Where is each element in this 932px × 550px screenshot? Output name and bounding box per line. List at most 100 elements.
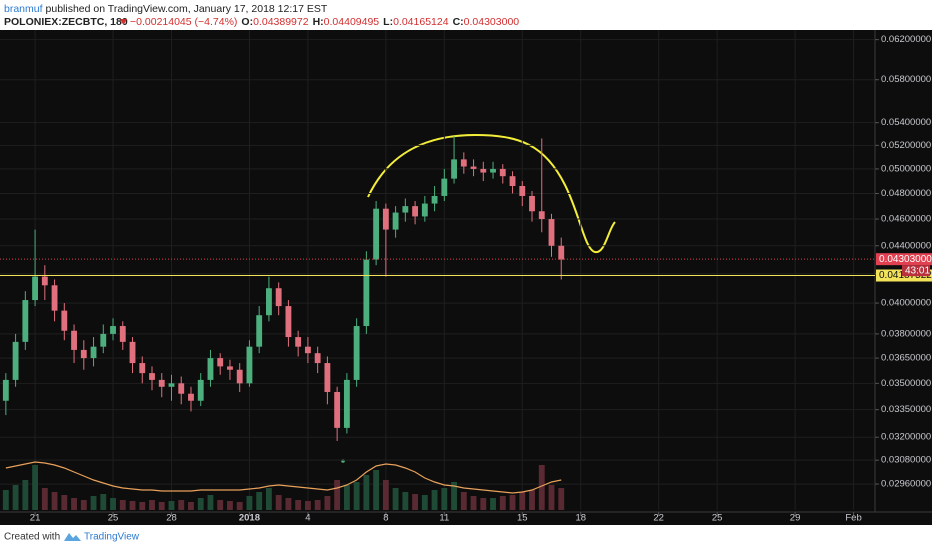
- volume-ma-line: [5, 461, 562, 494]
- candle-body: [363, 259, 370, 327]
- volume-bar: [519, 492, 526, 510]
- candle-body: [412, 206, 419, 217]
- volume-bar: [32, 465, 39, 510]
- x-tick-label: 18: [575, 513, 586, 524]
- volume-bar: [51, 492, 58, 510]
- volume-bar: [256, 492, 263, 510]
- volume-bar: [334, 480, 341, 510]
- volume-bar: [246, 496, 253, 510]
- candle-body: [519, 185, 526, 196]
- candle-body: [2, 379, 9, 401]
- footer-created: Created with: [4, 532, 60, 543]
- ohlc-value: 0.04409495: [324, 16, 380, 28]
- candle-body: [217, 358, 224, 367]
- footer-bar: [0, 525, 932, 550]
- volume-bar: [431, 490, 438, 510]
- candle-body: [158, 379, 165, 387]
- x-tick-label: 8: [383, 513, 388, 524]
- price-label-box: [876, 253, 932, 266]
- candle-body: [41, 276, 48, 286]
- candle-body: [256, 315, 263, 347]
- volume-bar: [295, 500, 302, 510]
- y-tick-label: 0.05000000: [881, 163, 931, 174]
- volume-bar: [158, 502, 165, 510]
- y-tick-label: 0.03650000: [881, 353, 931, 364]
- y-tick-label: 0.04800000: [881, 188, 931, 199]
- volume-bar: [119, 500, 126, 510]
- candle-body: [61, 310, 68, 331]
- tradingview-logo: [64, 533, 81, 541]
- candle-body: [71, 330, 77, 350]
- volume-bar: [197, 498, 204, 510]
- candle-body: [168, 383, 175, 387]
- candle-body: [324, 363, 331, 392]
- volume-bar: [188, 502, 194, 510]
- symbol: POLONIEX:ZECBTC, 180: [4, 16, 128, 28]
- volume-bar: [129, 501, 136, 510]
- candle-body: [538, 211, 545, 220]
- down-arrow-icon: [120, 19, 127, 25]
- volume-bar: [402, 492, 409, 510]
- author[interactable]: branmuf: [4, 3, 43, 15]
- candle-body: [548, 219, 555, 246]
- candle-body: [490, 168, 496, 173]
- volume-bar: [110, 498, 116, 510]
- candle-body: [178, 383, 185, 394]
- volume-bar: [353, 482, 360, 510]
- volume-bar: [509, 495, 516, 510]
- candle-body: [509, 176, 516, 186]
- volume-bar: [266, 488, 272, 510]
- x-tick-label: 22: [653, 513, 664, 524]
- y-tick-label: 0.03350000: [881, 404, 931, 415]
- x-tick-label: Feb: [845, 513, 861, 524]
- candle-body: [353, 326, 360, 380]
- ohlc-value: 0.04389972: [253, 16, 309, 28]
- y-tick-label: 0.03200000: [881, 432, 931, 443]
- volume-bar: [421, 495, 428, 510]
- x-tick-label: 15: [517, 513, 528, 524]
- volume-bar: [285, 498, 292, 510]
- volume-bar: [100, 494, 107, 510]
- header-line-2: −0.00214045 (−4.74%) O:0.04389972 H:0.0440…: [130, 16, 519, 28]
- candle-body: [119, 326, 126, 342]
- x-tick-label: 2018: [239, 513, 260, 524]
- ohlc-label: L:: [383, 16, 393, 28]
- drawn-curve: [367, 133, 616, 253]
- volume-bar: [343, 485, 350, 510]
- volume-bar: [139, 502, 146, 510]
- y-tick-label: 0.04400000: [881, 240, 931, 251]
- candle-body: [431, 195, 438, 204]
- volume-bar: [61, 495, 68, 510]
- candle-body: [12, 341, 19, 380]
- candle-body: [373, 208, 380, 260]
- volume-bar: [499, 496, 506, 510]
- y-tick-label: 0.05400000: [881, 117, 931, 128]
- candle-body: [402, 206, 409, 213]
- candle-body: [460, 159, 467, 167]
- volume-bar: [236, 502, 243, 510]
- candle-body: [100, 333, 107, 347]
- countdown-box: [902, 265, 930, 277]
- candle-body: [90, 346, 97, 359]
- x-tick-label: 25: [712, 513, 723, 524]
- candle-body: [558, 245, 565, 260]
- candle-body: [197, 379, 204, 401]
- y-tick-label: 0.04600000: [881, 214, 931, 225]
- y-tick-label: 0.05800000: [881, 74, 931, 85]
- x-tick-label: 28: [166, 513, 177, 524]
- candle-body: [246, 346, 253, 384]
- volume-bar: [178, 500, 185, 510]
- ohlc-label: O:: [241, 16, 253, 28]
- candle-body: [80, 349, 87, 359]
- volume-bar: [392, 488, 399, 510]
- x-tick-label: 29: [790, 513, 801, 524]
- footer-brand[interactable]: TradingView: [84, 532, 140, 543]
- chart-background: [0, 30, 932, 525]
- candle-body: [314, 353, 321, 364]
- price-label: 0.04303000: [879, 254, 932, 265]
- candle-body: [32, 276, 39, 301]
- volume-bar: [441, 488, 448, 510]
- candle-body: [129, 341, 136, 364]
- candle-body: [382, 208, 389, 230]
